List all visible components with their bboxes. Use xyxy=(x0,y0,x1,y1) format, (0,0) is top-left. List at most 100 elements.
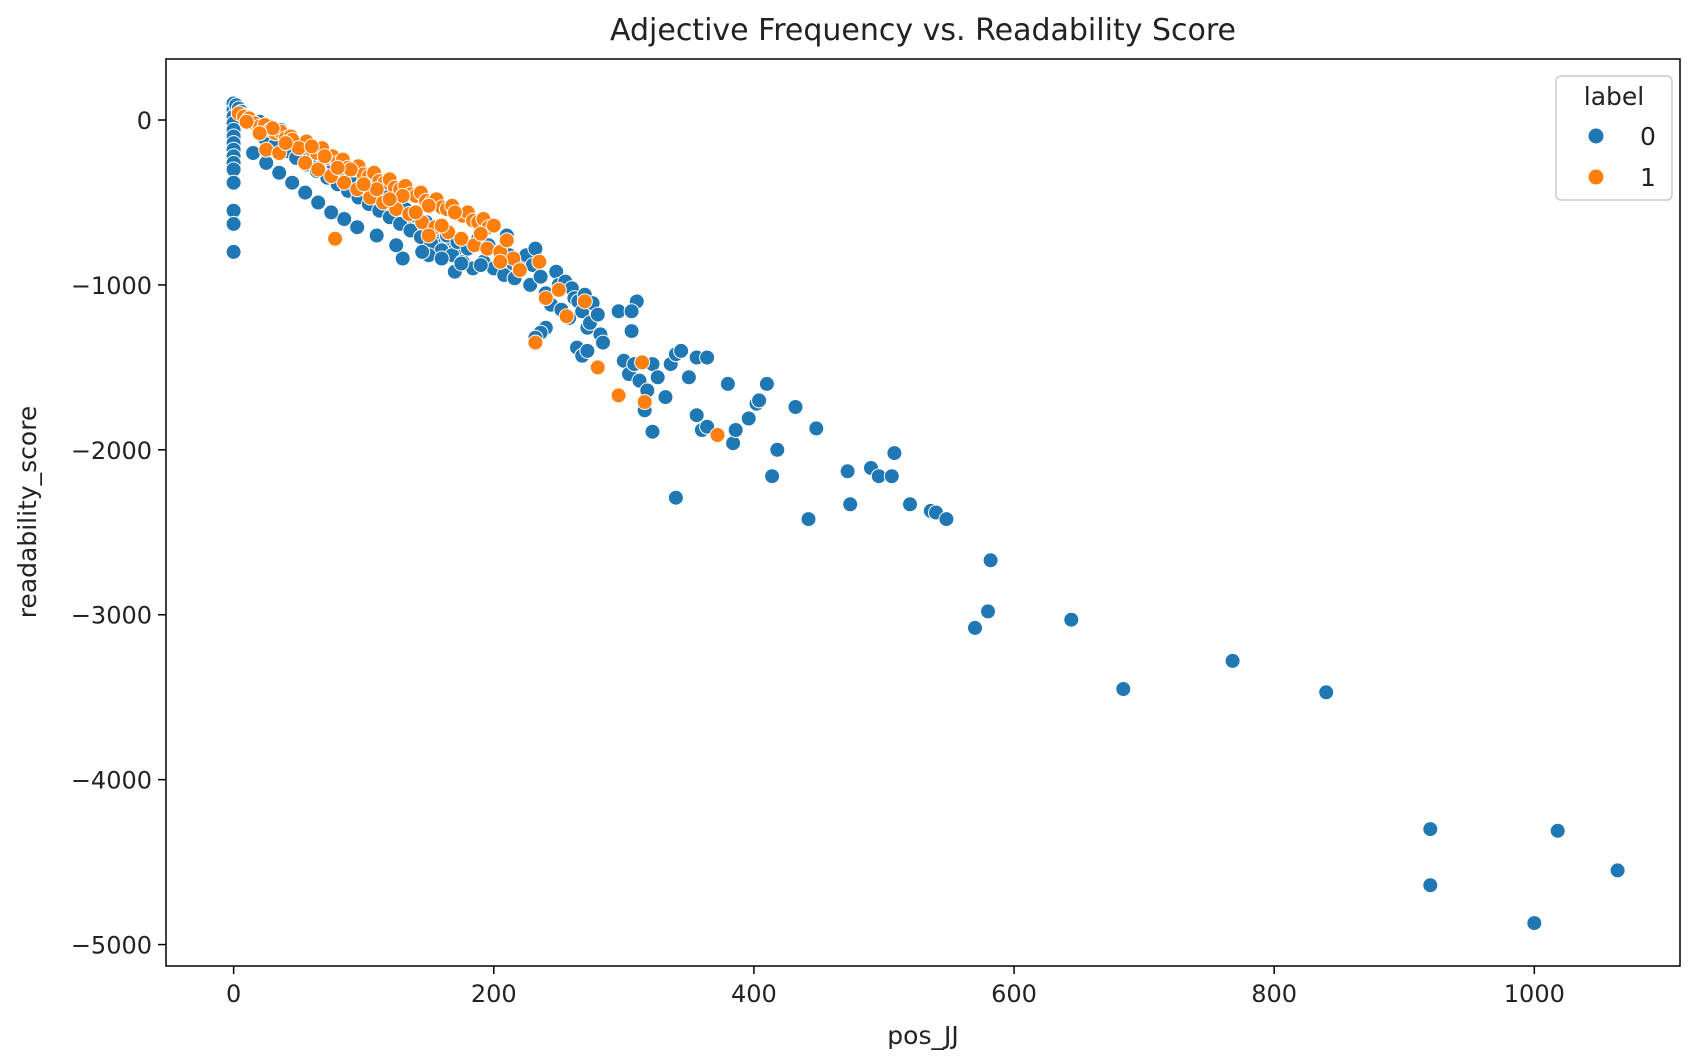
series-1 xyxy=(230,105,726,443)
x-tick-label: 0 xyxy=(226,980,241,1008)
point-series-1-78 xyxy=(472,225,489,242)
point-series-0-157 xyxy=(414,243,431,260)
point-series-0-223 xyxy=(644,423,661,440)
point-series-1-97 xyxy=(527,334,544,351)
y-tick-label: 0 xyxy=(137,107,152,135)
point-series-0-250 xyxy=(1063,611,1080,628)
point-series-0-160 xyxy=(349,219,366,236)
point-series-0-222 xyxy=(699,418,716,435)
point-series-1-76 xyxy=(420,197,437,214)
point-series-0-225 xyxy=(719,375,736,392)
point-series-0-155 xyxy=(453,255,470,272)
point-series-0-234 xyxy=(787,399,804,415)
point-series-1-81 xyxy=(433,217,450,234)
x-axis-label: pos_JJ xyxy=(887,1021,958,1050)
point-series-0-173 xyxy=(522,276,539,293)
point-series-1-83 xyxy=(381,191,398,208)
point-series-0-258 xyxy=(1609,862,1626,879)
point-series-0-247 xyxy=(967,619,983,636)
point-series-0-251 xyxy=(1115,681,1132,697)
point-series-0-213 xyxy=(657,389,674,406)
point-series-1-102 xyxy=(636,394,653,410)
point-series-1-89 xyxy=(238,113,255,130)
point-series-0-194 xyxy=(595,334,611,351)
point-series-0-192 xyxy=(589,306,606,323)
y-axis: 0 −1000 −2000 −3000 −4000 −5000 xyxy=(71,107,166,960)
point-series-1-95 xyxy=(550,281,567,298)
point-series-1-65 xyxy=(453,230,470,247)
point-series-1-94 xyxy=(537,290,554,307)
point-series-0-154 xyxy=(472,257,489,274)
x-tick-label: 200 xyxy=(471,980,517,1008)
point-series-0-162 xyxy=(323,204,340,221)
point-series-1-96 xyxy=(558,308,575,325)
legend-title: label xyxy=(1584,82,1644,111)
point-series-0-256 xyxy=(1526,915,1543,932)
y-tick-label: −4000 xyxy=(71,767,152,795)
point-series-0-151 xyxy=(394,250,411,267)
point-series-0-212 xyxy=(649,369,666,386)
legend-box xyxy=(1555,75,1673,201)
point-series-0-228 xyxy=(740,410,757,427)
plot-frame xyxy=(165,58,1681,967)
point-series-1-101 xyxy=(634,354,651,371)
point-series-1-82 xyxy=(407,204,424,221)
y-tick-label: −5000 xyxy=(71,932,152,960)
point-series-0-156 xyxy=(433,250,450,267)
point-series-1-86 xyxy=(303,138,320,155)
point-series-0-253 xyxy=(1318,684,1335,701)
point-series-0-224 xyxy=(667,489,684,506)
legend-marker-0 xyxy=(1587,127,1605,145)
x-tick-label: 400 xyxy=(731,980,777,1008)
x-tick-label: 800 xyxy=(1251,980,1297,1008)
point-series-0-226 xyxy=(725,435,742,452)
point-series-0-243 xyxy=(902,496,918,513)
legend: label 0 1 xyxy=(1555,75,1673,201)
y-tick-label: −2000 xyxy=(71,437,152,465)
point-series-0-164 xyxy=(297,184,314,201)
point-series-0-200 xyxy=(579,342,596,359)
point-series-0-257 xyxy=(1549,822,1566,839)
x-tick-label: 600 xyxy=(991,980,1037,1008)
legend-label-1: 1 xyxy=(1640,163,1656,192)
point-series-1-99 xyxy=(589,359,606,376)
point-series-1-85 xyxy=(329,159,346,176)
point-series-1-88 xyxy=(251,125,268,142)
legend-marker-1 xyxy=(1587,168,1605,186)
point-series-0-14 xyxy=(225,243,242,260)
point-series-0-254 xyxy=(1422,821,1439,838)
point-series-1-84 xyxy=(355,176,372,193)
point-series-0-235 xyxy=(800,511,817,528)
point-series-1-90 xyxy=(327,230,344,247)
point-series-0-252 xyxy=(1224,652,1241,669)
point-series-1-79 xyxy=(498,232,515,249)
point-series-1-53 xyxy=(297,154,314,171)
point-series-1-72 xyxy=(316,148,333,165)
point-series-0-219 xyxy=(699,349,716,366)
plot-area xyxy=(225,95,1626,932)
point-series-0-241 xyxy=(883,468,900,485)
point-series-1-92 xyxy=(511,262,528,279)
point-series-0-159 xyxy=(368,227,385,244)
point-series-1-54 xyxy=(310,161,327,178)
point-series-1-56 xyxy=(336,174,353,191)
y-tick-label: −1000 xyxy=(71,272,152,300)
point-series-0-220 xyxy=(688,407,705,424)
point-series-0-217 xyxy=(680,369,697,386)
point-series-1-100 xyxy=(610,387,627,404)
point-series-0-249 xyxy=(982,552,999,569)
point-series-0-158 xyxy=(388,237,405,254)
point-series-0-248 xyxy=(980,603,996,620)
x-tick-label: 1000 xyxy=(1504,980,1565,1008)
point-series-0-246 xyxy=(938,511,955,528)
point-series-0-237 xyxy=(839,463,856,480)
point-series-0-165 xyxy=(284,174,301,191)
point-series-0-166 xyxy=(271,164,288,181)
point-series-0-176 xyxy=(532,268,549,285)
point-series-0-13 xyxy=(225,215,242,232)
y-tick-label: −3000 xyxy=(71,602,152,630)
point-series-0-230 xyxy=(751,392,768,409)
point-series-1-87 xyxy=(277,135,294,152)
point-series-0-242 xyxy=(886,445,903,462)
